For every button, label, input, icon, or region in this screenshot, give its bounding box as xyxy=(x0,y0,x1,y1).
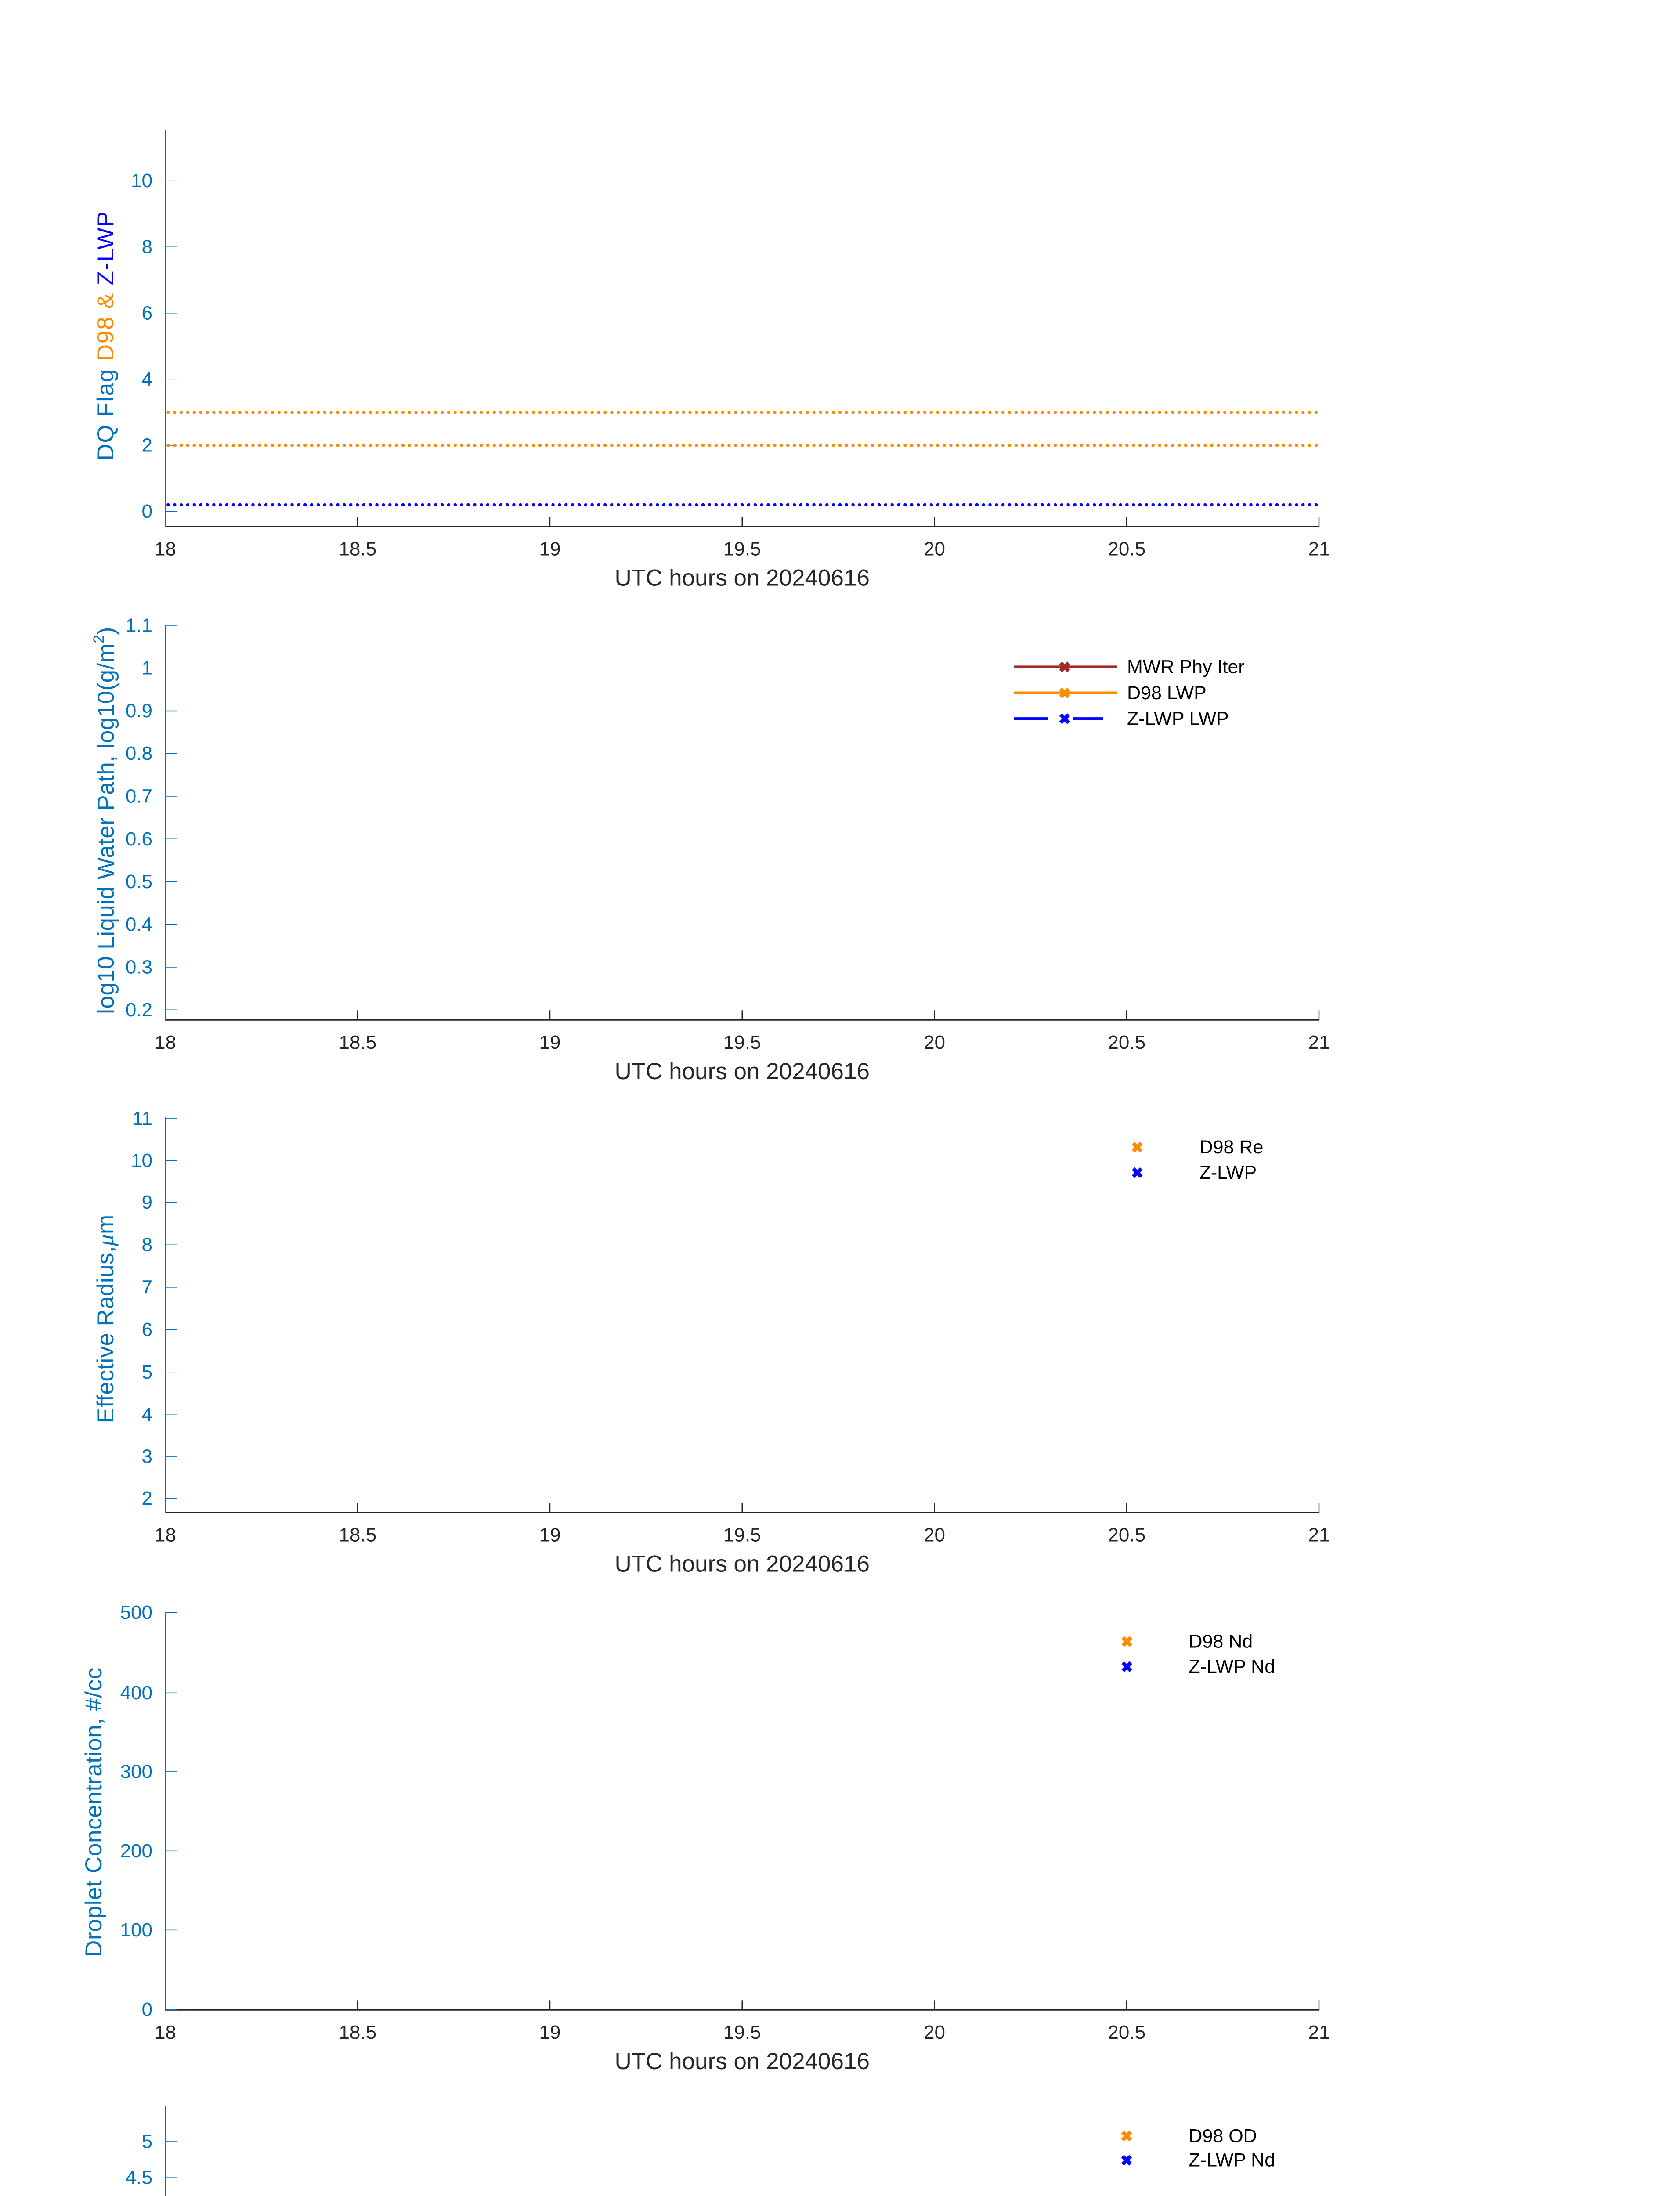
svg-text:21: 21 xyxy=(1308,2022,1330,2043)
svg-text:DQ Flag D98 & Z-LWP: DQ Flag D98 & Z-LWP xyxy=(93,210,119,460)
svg-text:19.5: 19.5 xyxy=(723,1524,761,1546)
svg-text:19.5: 19.5 xyxy=(723,2022,761,2043)
svg-text:4.5: 4.5 xyxy=(126,2167,152,2189)
svg-text:UTC hours on 20240616: UTC hours on 20240616 xyxy=(615,1551,870,1577)
svg-text:18: 18 xyxy=(155,2022,176,2043)
svg-text:8: 8 xyxy=(142,236,152,258)
svg-text:20: 20 xyxy=(924,2022,945,2043)
svg-text:9: 9 xyxy=(142,1192,152,1213)
svg-text:19: 19 xyxy=(539,1032,561,1053)
svg-text:0.2: 0.2 xyxy=(126,999,152,1021)
svg-text:20.5: 20.5 xyxy=(1108,1524,1145,1546)
svg-text:MWR Phy Iter: MWR Phy Iter xyxy=(1127,657,1245,678)
svg-text:UTC hours on 20240616: UTC hours on 20240616 xyxy=(615,565,870,591)
svg-text:10: 10 xyxy=(131,170,152,191)
svg-text:19.5: 19.5 xyxy=(723,1032,761,1053)
svg-text:21: 21 xyxy=(1308,538,1330,560)
svg-text:5: 5 xyxy=(142,2131,152,2153)
svg-text:0.6: 0.6 xyxy=(126,828,152,850)
svg-text:UTC hours on 20240616: UTC hours on 20240616 xyxy=(615,1058,870,1084)
svg-text:4: 4 xyxy=(142,1404,152,1426)
svg-text:500: 500 xyxy=(120,1602,152,1623)
svg-text:0.9: 0.9 xyxy=(126,700,152,722)
svg-text:6: 6 xyxy=(142,302,152,324)
svg-text:1: 1 xyxy=(142,657,152,679)
svg-text:19: 19 xyxy=(539,1524,561,1546)
svg-text:10: 10 xyxy=(131,1150,152,1171)
svg-text:18: 18 xyxy=(155,1524,176,1546)
svg-text:UTC hours on 20240616: UTC hours on 20240616 xyxy=(615,2048,870,2074)
svg-text:18: 18 xyxy=(155,538,176,560)
svg-text:0.8: 0.8 xyxy=(126,743,152,764)
svg-text:D98 Re: D98 Re xyxy=(1199,1137,1264,1158)
svg-text:20: 20 xyxy=(924,1524,945,1546)
svg-text:3: 3 xyxy=(142,1446,152,1467)
svg-text:20.5: 20.5 xyxy=(1108,2022,1145,2043)
svg-text:200: 200 xyxy=(120,1840,152,1862)
svg-text:19.5: 19.5 xyxy=(723,538,761,560)
svg-text:4: 4 xyxy=(142,368,152,390)
svg-text:18.5: 18.5 xyxy=(339,1524,376,1546)
svg-text:Z-LWP LWP: Z-LWP LWP xyxy=(1127,708,1229,729)
svg-text:5: 5 xyxy=(142,1362,152,1383)
svg-text:7: 7 xyxy=(142,1276,152,1298)
svg-text:21: 21 xyxy=(1308,1032,1330,1053)
svg-text:6: 6 xyxy=(142,1319,152,1340)
svg-text:20.5: 20.5 xyxy=(1108,1032,1145,1053)
svg-text:400: 400 xyxy=(120,1682,152,1704)
svg-text:0.3: 0.3 xyxy=(126,957,152,978)
svg-text:0.7: 0.7 xyxy=(126,786,152,807)
svg-text:1.1: 1.1 xyxy=(126,615,152,636)
svg-text:20: 20 xyxy=(924,538,945,560)
svg-text:D98 LWP: D98 LWP xyxy=(1127,683,1207,704)
svg-text:0.4: 0.4 xyxy=(126,914,152,935)
svg-text:D98 OD: D98 OD xyxy=(1189,2125,1257,2146)
svg-text:Effective Radius,μm: Effective Radius,μm xyxy=(93,1214,119,1423)
svg-text:20: 20 xyxy=(924,1032,945,1053)
svg-text:2: 2 xyxy=(142,1488,152,1509)
svg-text:21: 21 xyxy=(1308,1524,1330,1546)
svg-text:18: 18 xyxy=(155,1032,176,1053)
svg-text:19: 19 xyxy=(539,2022,561,2043)
svg-text:0: 0 xyxy=(142,501,152,522)
svg-text:Z-LWP: Z-LWP xyxy=(1199,1162,1257,1183)
svg-text:19: 19 xyxy=(539,538,561,560)
svg-text:D98 Nd: D98 Nd xyxy=(1189,1631,1253,1652)
svg-text:8: 8 xyxy=(142,1234,152,1256)
svg-text:300: 300 xyxy=(120,1761,152,1782)
svg-text:18.5: 18.5 xyxy=(339,538,376,560)
svg-text:20.5: 20.5 xyxy=(1108,538,1145,560)
svg-text:Droplet Concentration, #/cc: Droplet Concentration, #/cc xyxy=(81,1667,107,1957)
svg-text:18.5: 18.5 xyxy=(339,2022,376,2043)
svg-text:0: 0 xyxy=(142,1999,152,2020)
svg-text:Z-LWP Nd: Z-LWP Nd xyxy=(1189,1656,1275,1677)
svg-text:Z-LWP Nd: Z-LWP Nd xyxy=(1189,2150,1275,2171)
svg-text:log10 Liquid Water Path, log10: log10 Liquid Water Path, log10(g/m2) xyxy=(90,627,119,1014)
svg-text:18.5: 18.5 xyxy=(339,1032,376,1053)
svg-text:0.5: 0.5 xyxy=(126,871,152,892)
svg-text:2: 2 xyxy=(142,435,152,456)
svg-text:11: 11 xyxy=(132,1108,152,1129)
svg-text:100: 100 xyxy=(120,1919,152,1941)
